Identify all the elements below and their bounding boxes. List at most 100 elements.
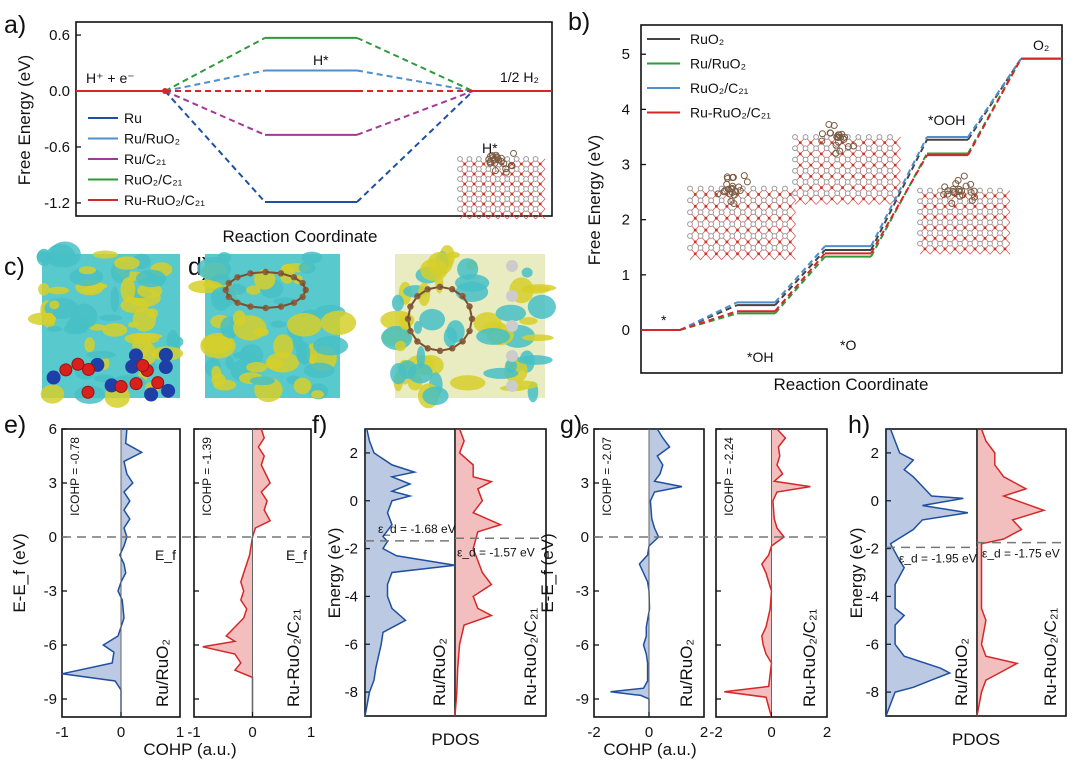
ru-atom xyxy=(718,244,725,251)
o-atom xyxy=(798,163,802,167)
ru-atom xyxy=(739,244,746,251)
y-tick-label: 2 xyxy=(622,212,630,229)
ru-atom xyxy=(865,190,872,197)
isosurface-blob xyxy=(313,335,349,356)
o-atom xyxy=(463,182,467,186)
isosurface-blob xyxy=(135,269,167,288)
o-atom xyxy=(71,357,85,371)
ru-atom xyxy=(865,156,872,163)
ru-atom xyxy=(523,176,530,182)
ru-atom xyxy=(475,156,482,162)
ru-atom xyxy=(997,208,1003,215)
energy-connector-0 xyxy=(870,139,928,251)
ru-atom xyxy=(927,230,933,236)
ru-atom xyxy=(937,198,943,205)
ru-atom xyxy=(813,179,820,185)
ru-atom xyxy=(782,185,788,192)
o-atom xyxy=(151,376,165,390)
isosurface-blob xyxy=(301,251,323,264)
ru-atom xyxy=(457,176,463,182)
ru-atom xyxy=(792,134,798,140)
ru-atom xyxy=(813,167,820,174)
ru-atom xyxy=(687,244,693,251)
ru-atom xyxy=(844,167,851,174)
o-atom xyxy=(1003,247,1007,251)
ru-atom xyxy=(532,206,539,212)
isosurface-blob xyxy=(293,377,312,395)
ru-atom xyxy=(844,190,851,197)
o-atom xyxy=(973,205,977,208)
isosurface-blob xyxy=(36,248,52,267)
ru-atom xyxy=(771,209,778,216)
o-atom xyxy=(809,163,813,167)
o-atom xyxy=(943,226,947,230)
ru-atom xyxy=(876,190,883,197)
isosurface-blob xyxy=(246,285,262,295)
d-band-center-label: ε_d = -1.57 eV xyxy=(457,545,535,559)
isosurface-blob xyxy=(422,386,449,406)
o-atom xyxy=(767,204,771,208)
carbon-atom xyxy=(832,149,840,157)
ru-atom xyxy=(687,233,693,239)
carbon-atom xyxy=(491,167,499,175)
ru-atom xyxy=(697,221,704,228)
isosurface-blob xyxy=(120,277,136,303)
ru-atom xyxy=(957,230,963,236)
ru-atom xyxy=(697,244,704,251)
o-atom xyxy=(963,226,967,230)
o-atom xyxy=(993,247,997,251)
y-tick-label: -3 xyxy=(576,583,589,600)
ru-atom xyxy=(823,156,830,163)
o-atom xyxy=(693,204,697,208)
ru-atom xyxy=(523,206,530,212)
sample-label: Ru-RuO₂/C₂₁ xyxy=(800,608,819,707)
o-atom xyxy=(136,358,150,372)
ru-atom xyxy=(927,187,933,194)
inset-label: H* xyxy=(482,140,498,156)
ru-atom xyxy=(977,187,983,194)
ru-atom xyxy=(475,176,482,182)
isosurface-blob xyxy=(483,367,519,379)
isosurface-blob xyxy=(86,351,116,359)
o-atom xyxy=(788,240,792,244)
o-atom xyxy=(983,194,987,198)
o-atom xyxy=(746,240,750,244)
y-tick-label: -6 xyxy=(44,637,57,654)
ru-atom xyxy=(771,185,778,192)
pdos-fill-1 xyxy=(455,429,501,716)
ru-atom xyxy=(967,219,973,226)
state-label: *OH xyxy=(747,349,773,365)
icohp-label: ICOHP = -1.39 xyxy=(200,437,214,516)
ru-atom xyxy=(466,196,473,202)
o-atom xyxy=(830,141,834,145)
carbon-atom xyxy=(944,190,952,198)
isosurface-blob xyxy=(114,256,140,270)
o-atom xyxy=(736,216,739,220)
energy-connector-2 xyxy=(679,301,738,331)
o-atom xyxy=(757,193,761,196)
isosurface-blob xyxy=(249,376,275,386)
y-tick-label: -1.2 xyxy=(44,195,70,212)
sample-label: Ru-RuO₂/C₂₁ xyxy=(521,607,540,706)
o-atom xyxy=(798,197,802,201)
y-tick-label: -6 xyxy=(866,636,879,653)
carbon-atom xyxy=(404,315,412,323)
o-atom xyxy=(883,152,887,156)
o-atom xyxy=(501,202,504,206)
o-atom xyxy=(1003,194,1007,198)
o-atom xyxy=(519,192,523,196)
energy-connector-2 xyxy=(356,90,474,136)
blue-region xyxy=(128,348,143,363)
isosurface-blob xyxy=(476,327,511,345)
ru-atom xyxy=(506,350,518,362)
o-atom xyxy=(933,247,937,251)
isosurface-blob xyxy=(46,244,75,268)
ru-atom xyxy=(823,167,830,174)
ru-atom xyxy=(802,167,809,174)
o-atom xyxy=(923,226,927,230)
ru-atom xyxy=(708,197,715,204)
carbon-atom xyxy=(967,180,975,188)
o-atom xyxy=(82,362,96,376)
ru-atom xyxy=(750,209,757,216)
